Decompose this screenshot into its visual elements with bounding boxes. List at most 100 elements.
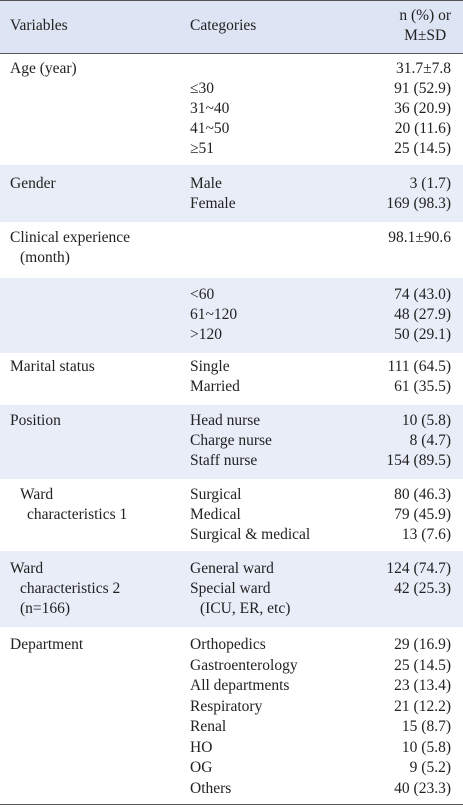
table-row: Gastroenterology 25 (14.5) [0, 656, 463, 676]
value-cell: 48 (27.9) [394, 306, 451, 323]
value-cell: 3 (1.7) [409, 175, 451, 192]
value-cell: 74 (43.0) [394, 286, 451, 303]
table-bottom-rule [0, 804, 463, 805]
table-row: Respiratory 21 (12.2) [0, 697, 463, 717]
header-categories: Categories [190, 17, 257, 34]
variable-label-cont: characteristics 2 [20, 580, 121, 597]
category-cell: ≥51 [190, 140, 215, 157]
table-row: 31~40 36 (20.9) [0, 99, 463, 119]
category-cell: Gastroenterology [190, 656, 298, 674]
table-header: Variables Categories n (%) or M±SD [0, 0, 463, 54]
category-cell: Female [190, 195, 236, 212]
variable-label: Ward [20, 486, 54, 503]
table-row: Medical 79 (45.9) [0, 505, 463, 525]
value-cell: 25 (14.5) [394, 140, 451, 157]
value-cell: 154 (89.5) [386, 452, 451, 469]
variable-label: Marital status [10, 358, 95, 375]
table-row: 41~50 20 (11.6) [0, 119, 463, 139]
table-row: Orthopedics 29 (16.9) [0, 635, 463, 655]
variable-label: Age (year) [10, 60, 77, 77]
variable-label: Department [10, 636, 84, 653]
row-department: Department Orthopedics 29 (16.9) Gastroe… [0, 627, 463, 804]
category-cell: 41~50 [190, 120, 230, 137]
value-cell: 111 (64.5) [387, 358, 451, 375]
table-row: Renal 15 (8.7) [0, 717, 463, 737]
row-position: Position Head nurse 10 (5.8) Charge nurs… [0, 405, 463, 479]
table-row: Charge nurse 8 (4.7) [0, 431, 463, 451]
category-cell: >120 [190, 326, 222, 343]
table-row: <60 74 (43.0) [0, 285, 463, 305]
table-row: All departments 23 (13.4) [0, 676, 463, 696]
category-cell: Renal [190, 718, 227, 735]
category-cell: Single [190, 358, 230, 375]
value-cell: 80 (46.3) [394, 486, 451, 503]
value-cell: 91 (52.9) [394, 80, 451, 97]
row-marital-status: Marital status Single 111 (64.5) Married… [0, 353, 463, 405]
header-variables: Variables [10, 17, 68, 34]
table-row: Head nurse 10 (5.8) [0, 411, 463, 431]
value-cell: 50 (29.1) [394, 326, 451, 343]
category-cell: Male [190, 175, 222, 192]
row-age: Age (year) 31.7±7.8 ≤30 91 (52.9) 31~40 … [0, 52, 463, 165]
category-cell: Charge nurse [190, 432, 272, 449]
value-cell: 40 (23.3) [394, 779, 451, 797]
category-cell: OG [190, 759, 213, 776]
table-row: ≤30 91 (52.9) [0, 79, 463, 99]
category-cell: Married [190, 378, 240, 395]
table-row: OG 9 (5.2) [0, 758, 463, 778]
category-cell: HO [190, 738, 213, 756]
value-cell: 9 (5.2) [409, 759, 451, 776]
category-cell: All departments [190, 677, 290, 694]
category-cell: Medical [190, 506, 241, 523]
table-row: Special ward 42 (25.3) [0, 579, 463, 599]
table-row: ≥51 25 (14.5) [0, 139, 463, 159]
value-cell: 98.1±90.6 [388, 229, 451, 246]
table-row: General ward 124 (74.7) [0, 559, 463, 579]
row-ward-characteristics-2: Ward characteristics 2 (n=166) General w… [0, 551, 463, 627]
variable-label-cont: characteristics 1 [27, 506, 128, 523]
category-cell: Head nurse [190, 412, 261, 429]
table-row: Others 40 (23.3) [0, 779, 463, 799]
value-cell: 25 (14.5) [394, 656, 451, 674]
category-cell: Staff nurse [190, 452, 258, 469]
category-cell: 31~40 [190, 100, 230, 117]
value-cell: 124 (74.7) [386, 560, 451, 577]
value-cell: 8 (4.7) [409, 432, 451, 449]
value-cell: 31.7±7.8 [395, 60, 451, 77]
variable-label: Ward [10, 560, 44, 577]
table-row: Single 111 (64.5) [0, 357, 463, 377]
value-cell: 21 (12.2) [394, 697, 451, 715]
table-row: 31.7±7.8 [0, 59, 463, 79]
table-row: Female 169 (98.3) [0, 194, 463, 214]
value-cell: 169 (98.3) [386, 195, 451, 212]
row-ward-characteristics-1: Ward characteristics 1 Surgical 80 (46.3… [0, 479, 463, 551]
table-row: (ICU, ER, etc) [0, 599, 463, 619]
category-subnote: (ICU, ER, etc) [200, 600, 291, 617]
value-cell: 15 (8.7) [401, 718, 451, 735]
table-row: HO 10 (5.8) [0, 738, 463, 758]
row-clinical-groups: <60 74 (43.0) 61~120 48 (27.9) >120 50 (… [0, 278, 463, 353]
category-cell: Others [190, 779, 232, 797]
category-cell: Respiratory [190, 697, 263, 715]
table-row: >120 50 (29.1) [0, 325, 463, 345]
value-cell: 10 (5.8) [401, 738, 451, 756]
category-cell: Surgical & medical [190, 526, 311, 543]
value-cell: 13 (7.6) [401, 526, 451, 543]
variable-label: Position [10, 412, 61, 429]
table-row: Surgical & medical 13 (7.6) [0, 525, 463, 545]
category-cell: 61~120 [190, 306, 238, 323]
variable-label-n: (n=166) [20, 600, 71, 617]
value-cell: 20 (11.6) [394, 120, 451, 137]
value-cell: 36 (20.9) [394, 100, 451, 117]
variable-label-unit: (month) [20, 249, 70, 266]
category-cell: Surgical [190, 486, 242, 503]
table-row: Staff nurse 154 (89.5) [0, 451, 463, 471]
value-cell: 29 (16.9) [394, 636, 451, 653]
header-n-percent: n (%) or M±SD [399, 7, 451, 44]
variable-label: Gender [10, 175, 56, 192]
category-cell: ≤30 [190, 80, 215, 97]
table-row: 98.1±90.6 [0, 228, 463, 248]
variable-label: Clinical experience [10, 229, 131, 246]
value-cell: 10 (5.8) [401, 412, 451, 429]
